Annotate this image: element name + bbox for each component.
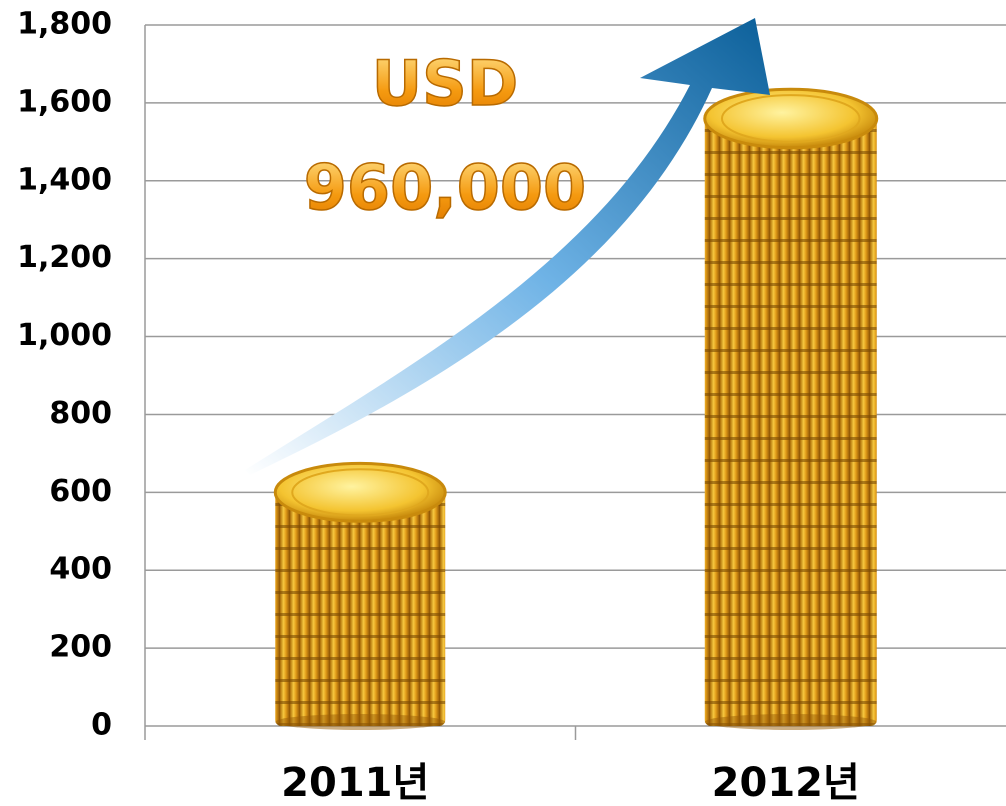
coin-bottom	[704, 714, 877, 730]
coin-inner	[291, 468, 430, 517]
x-tick-label: 2012년	[712, 760, 860, 806]
coin-top	[273, 461, 447, 523]
coin-top	[703, 87, 879, 150]
plot: 0 200 400 600 800 1,000 1,200 1,400 1,600 1,800 20…	[17, 7, 1006, 806]
bar	[275, 492, 446, 726]
bar	[704, 118, 877, 726]
arrow	[245, 18, 770, 475]
y-tick-label: 400	[49, 552, 112, 587]
y-tick-label: 600	[49, 474, 112, 509]
y-tick-label: 1,000	[17, 318, 112, 353]
y-tick-label: 0	[91, 708, 112, 743]
coin-inner	[720, 94, 861, 143]
coin-bottom	[275, 714, 446, 730]
y-tick-label: 1,800	[17, 7, 112, 42]
annotation: 960,000	[304, 151, 586, 224]
y-tick-label: 800	[49, 396, 112, 431]
y-tick-label: 200	[49, 630, 112, 665]
y-tick-label: 1,200	[17, 240, 112, 275]
y-tick-label: 1,600	[17, 84, 112, 119]
x-tick-label: 2011년	[281, 760, 429, 806]
annotation: USD	[372, 47, 518, 120]
y-tick-label: 1,400	[17, 162, 112, 197]
